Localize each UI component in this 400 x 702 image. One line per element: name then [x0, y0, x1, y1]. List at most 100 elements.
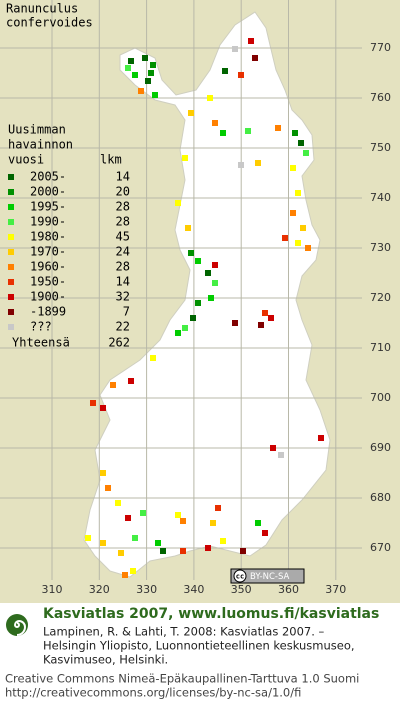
observation-square: [185, 225, 191, 231]
license-badge: cc BY-NC-SA: [230, 568, 305, 584]
observation-square: [212, 120, 218, 126]
legend-count: 32: [116, 290, 130, 304]
observation-square: [150, 62, 156, 68]
legend-swatch: [8, 264, 14, 270]
legend-label: ???: [30, 320, 52, 334]
legend-label: 1950-: [30, 275, 66, 289]
cc-circle: [233, 569, 247, 583]
x-tick-label: 370: [325, 583, 346, 596]
legend-label: 1900-: [30, 290, 66, 304]
observation-square: [303, 150, 309, 156]
observation-square: [142, 55, 148, 61]
legend-count: 7: [123, 305, 130, 319]
observation-square: [128, 58, 134, 64]
observation-square: [270, 445, 276, 451]
observation-square: [180, 518, 186, 524]
citation-line: Lampinen, R. & Lahti, T. 2008: Kasviatla…: [43, 625, 325, 639]
observation-square: [132, 72, 138, 78]
y-tick-label: 670: [370, 541, 391, 554]
footer-title: Kasviatlas 2007, www.luomus.fi/kasviatla…: [43, 606, 379, 622]
observation-square: [155, 540, 161, 546]
observation-square: [215, 505, 221, 511]
observation-square: [180, 548, 186, 554]
legend-count: 22: [116, 320, 130, 334]
observation-square: [122, 572, 128, 578]
observation-square: [245, 128, 251, 134]
license-line: Creative Commons Nimeä-Epäkaupallinen-Ta…: [5, 672, 359, 686]
observation-square: [110, 382, 116, 388]
x-tick-label: 330: [136, 583, 157, 596]
legend-swatch: [8, 324, 14, 330]
legend-count: 20: [116, 185, 130, 199]
legend-title: vuosi: [8, 153, 44, 167]
observation-square: [182, 325, 188, 331]
legend-swatch: [8, 234, 14, 240]
observation-square: [195, 300, 201, 306]
observation-square: [238, 72, 244, 78]
y-tick-label: 690: [370, 441, 391, 454]
x-tick-label: 350: [231, 583, 252, 596]
legend-count: 28: [116, 260, 130, 274]
legend-swatch: [8, 249, 14, 255]
grid: [0, 0, 362, 580]
observation-square: [182, 155, 188, 161]
legend-label: 2000-: [30, 185, 66, 199]
observation-square: [238, 162, 244, 168]
y-tick-label: 730: [370, 241, 391, 254]
observation-square: [115, 500, 121, 506]
observation-square: [252, 55, 258, 61]
observation-square: [305, 245, 311, 251]
legend-swatch: [8, 174, 14, 180]
observation-square: [262, 530, 268, 536]
observation-square: [318, 435, 324, 441]
observation-square: [118, 550, 124, 556]
observation-square: [188, 110, 194, 116]
observation-square: [195, 258, 201, 264]
observation-square: [232, 320, 238, 326]
observation-square: [175, 512, 181, 518]
legend-total-count: 262: [108, 336, 130, 350]
y-tick-label: 750: [370, 141, 391, 154]
x-tick-label: 360: [278, 583, 299, 596]
observation-square: [275, 125, 281, 131]
observation-square: [290, 210, 296, 216]
observation-square: [212, 280, 218, 286]
logo-spiral: [13, 619, 27, 636]
observation-square: [220, 538, 226, 544]
observation-square: [210, 520, 216, 526]
observation-square: [295, 240, 301, 246]
x-tick-label: 340: [183, 583, 204, 596]
citation-line: Helsingin Yliopisto, Luonnontieteellinen…: [43, 639, 355, 653]
observation-square: [188, 250, 194, 256]
legend-count: 24: [116, 245, 130, 259]
legend-swatch: [8, 204, 14, 210]
legend-label: -1899: [30, 305, 66, 319]
observation-square: [282, 235, 288, 241]
observation-square: [255, 160, 261, 166]
observation-square: [125, 515, 131, 521]
title-line: confervoides: [6, 16, 93, 30]
observation-square: [175, 200, 181, 206]
observation-square: [205, 545, 211, 551]
legend-label: 1995-: [30, 200, 66, 214]
legend-label: 2005-: [30, 170, 66, 184]
observation-square: [268, 315, 274, 321]
legend-swatch: [8, 189, 14, 195]
cc-icon: cc: [236, 573, 244, 581]
observation-square: [148, 70, 154, 76]
observation-square: [278, 452, 284, 458]
observation-square: [90, 400, 96, 406]
observation-square: [100, 470, 106, 476]
observation-square: [292, 130, 298, 136]
observation-square: [190, 315, 196, 321]
observation-square: [175, 330, 181, 336]
legend-title: havainnon: [8, 138, 73, 152]
observation-square: [132, 535, 138, 541]
observation-square: [232, 46, 238, 52]
legend-title: Uusimman: [8, 123, 66, 137]
observation-square: [220, 130, 226, 136]
y-tick-label: 720: [370, 291, 391, 304]
observation-square: [205, 270, 211, 276]
